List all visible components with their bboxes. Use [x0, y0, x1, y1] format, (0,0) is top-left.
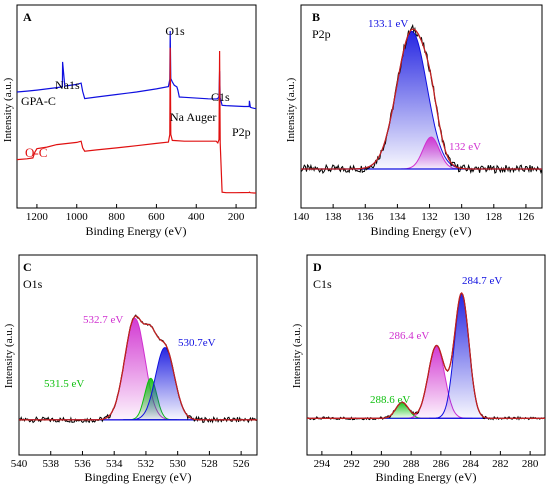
panel-b: B P2p Intensity (a.u.) Binding Energy (e… — [285, 4, 543, 238]
x-tick-label-b: 132 — [421, 211, 438, 223]
peak-label-531-5: 531.5 eV — [44, 378, 84, 390]
panel-d-title: C1s — [313, 277, 332, 291]
panel-a-plot — [16, 30, 257, 194]
x-tick-label-b: 126 — [518, 211, 535, 223]
x-tick-label-a: 200 — [228, 211, 245, 223]
panel-b-frame — [300, 4, 543, 209]
peak-label-530-7: 530.7eV — [178, 337, 216, 349]
panel-d-letter: D — [313, 260, 322, 274]
annotation-p2p: P2p — [232, 125, 251, 139]
x-tick-label-a: 600 — [148, 211, 165, 223]
panel-a-ylabel: Intensity (a.u.) — [2, 77, 14, 142]
x-tick-label-c: 538 — [42, 458, 59, 470]
x-tick-label-d: 286 — [433, 458, 450, 470]
x-tick-label-b: 134 — [389, 211, 406, 223]
x-tick-label-d: 292 — [343, 458, 360, 470]
panel-b-plot — [300, 23, 543, 175]
x-tick-label-d: 294 — [314, 458, 331, 470]
x-tick-label-b: 128 — [486, 211, 503, 223]
panel-b-x-ticks: 140 138 136 134 132 130 128 126 — [293, 204, 535, 223]
panel-c: C O1s Intensity (a.u.) Bingding Energy (… — [3, 254, 258, 484]
panel-a-xlabel: Binding Energy (eV) — [85, 224, 186, 238]
x-tick-label-a: 1200 — [26, 211, 49, 223]
x-tick-label-c: 536 — [74, 458, 91, 470]
panel-c-x-ticks: 540 538 536 534 532 530 528 526 — [11, 451, 250, 470]
annotation-c1s: C1s — [211, 90, 230, 104]
panel-d-x-ticks: 294 292 290 288 286 284 282 280 — [314, 451, 539, 470]
panel-d-plot — [306, 292, 546, 421]
panel-d-xlabel: Binding Energy (eV) — [375, 470, 476, 484]
panel-d-frame — [306, 254, 546, 456]
x-tick-label-b: 140 — [293, 211, 310, 223]
panel-c-plot — [18, 314, 258, 424]
panel-a-letter: A — [23, 10, 32, 24]
panel-c-xlabel: Bingding Energy (eV) — [84, 470, 191, 484]
fit-envelope-d — [307, 292, 545, 419]
panel-c-frame — [18, 254, 258, 456]
peak-label-133-1: 133.1 eV — [368, 18, 408, 30]
peak-label-532-7: 532.7 eV — [83, 314, 123, 326]
panel-d: D C1s Intensity (a.u.) Binding Energy (e… — [291, 254, 546, 484]
x-tick-label-c: 540 — [11, 458, 28, 470]
panel-c-title: O1s — [23, 277, 43, 291]
x-tick-label-c: 526 — [233, 458, 250, 470]
panel-a-x-ticks: 1200 1000 800 600 400 200 — [26, 204, 245, 223]
x-tick-label-c: 532 — [138, 458, 155, 470]
x-tick-label-a: 1000 — [66, 211, 89, 223]
x-tick-label-d: 284 — [462, 458, 479, 470]
x-tick-label-b: 136 — [357, 211, 374, 223]
x-tick-label-b: 130 — [453, 211, 470, 223]
x-tick-label-a: 400 — [188, 211, 205, 223]
panel-a-frame — [16, 4, 257, 209]
peak-label-284-7: 284.7 eV — [462, 275, 502, 287]
x-tick-label-a: 800 — [108, 211, 125, 223]
x-tick-label-d: 282 — [492, 458, 509, 470]
annotation-na1s: Na1s — [55, 78, 80, 92]
fit-envelope-b — [301, 28, 542, 170]
panel-b-xlabel: Binding Energy (eV) — [370, 224, 471, 238]
annotation-o1s: O1s — [165, 24, 185, 38]
panel-d-ylabel: Intensity (a.u.) — [291, 323, 303, 388]
peak-label-286-4: 286.4 eV — [389, 330, 429, 342]
x-tick-label-b: 138 — [325, 211, 342, 223]
panel-c-letter: C — [23, 260, 32, 274]
series-line-o-c — [16, 47, 256, 194]
x-tick-label-d: 288 — [403, 458, 420, 470]
panel-b-title: P2p — [312, 27, 331, 41]
x-tick-label-d: 280 — [522, 458, 539, 470]
panel-b-letter: B — [312, 10, 320, 24]
fit-envelope-c — [19, 315, 257, 421]
panel-b-ylabel: Intensity (a.u.) — [285, 77, 297, 142]
x-tick-label-d: 290 — [373, 458, 390, 470]
peak-label-288-6: 288.6 eV — [370, 394, 410, 406]
panel-c-ylabel: Intensity (a.u.) — [3, 323, 15, 388]
panel-a: A Intensity (a.u.) Binding Energy (eV) 1… — [2, 4, 257, 238]
x-tick-label-c: 528 — [201, 458, 218, 470]
series-line-gpa-c — [16, 30, 257, 110]
annotation-gpa-c: GPA-C — [21, 94, 56, 108]
x-tick-label-c: 530 — [169, 458, 186, 470]
annotation-na-auger: Na Auger — [170, 110, 216, 124]
x-tick-label-c: 534 — [106, 458, 123, 470]
peak-label-132: 132 eV — [449, 141, 481, 153]
annotation-o-c: O-C — [25, 145, 47, 160]
